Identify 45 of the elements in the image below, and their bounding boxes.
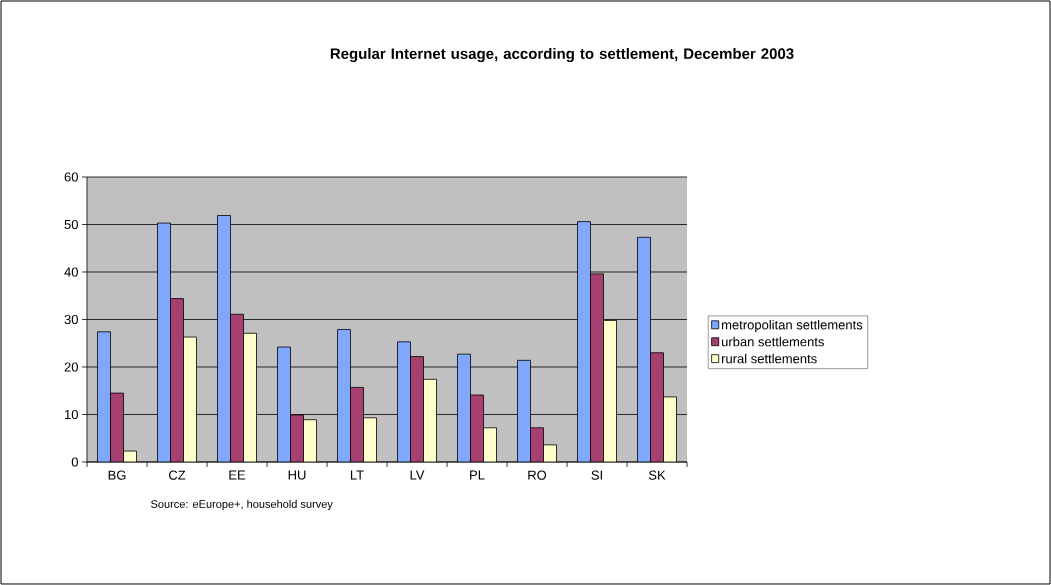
bar [363, 417, 377, 462]
bar [650, 352, 664, 462]
bar [577, 221, 591, 462]
legend-label: rural settlements [721, 353, 817, 364]
chart-title: Regular Internet usage, according to settlement, December 2003 [330, 47, 794, 63]
x-tick-label: PL [470, 470, 485, 480]
x-tick-label: SI [591, 470, 602, 480]
y-tick-label: 40 [64, 267, 78, 277]
y-tick-label: 10 [65, 409, 78, 420]
x-tick-label: LV [410, 470, 425, 480]
bar [97, 331, 111, 462]
bar [157, 222, 171, 462]
x-tick-label: RO [528, 470, 547, 480]
bar [397, 341, 411, 462]
bar [277, 346, 291, 462]
x-tick-label: BG [108, 470, 126, 480]
bar [603, 320, 617, 462]
y-tick-label: 20 [64, 362, 78, 372]
x-tick-label: LT [350, 470, 364, 480]
y-tick-label: 0 [71, 457, 78, 467]
bar [457, 353, 471, 462]
x-tick-label: CZ [169, 470, 186, 480]
y-tick-label: 30 [64, 314, 78, 325]
y-tick-label: 50 [64, 219, 78, 230]
x-tick-label: SK [648, 470, 666, 480]
bar [470, 394, 484, 462]
bar [410, 356, 424, 462]
bar [590, 273, 604, 462]
bar [217, 215, 231, 462]
bar [170, 298, 184, 462]
bar [517, 359, 531, 462]
bar [637, 236, 651, 462]
bar [243, 332, 257, 462]
y-tick-label: 60 [64, 172, 78, 182]
bar [423, 378, 437, 462]
bar [183, 336, 197, 462]
legend-label: urban settlements [721, 336, 824, 347]
bar [337, 329, 351, 462]
bar [110, 392, 124, 462]
legend-label: metropolitan settlements [721, 319, 863, 333]
bar [350, 387, 364, 462]
x-tick-label: HU [288, 470, 306, 480]
x-tick-label: EE [229, 470, 246, 480]
bar [230, 313, 244, 462]
source-note: Source: eEurope+, household survey [151, 499, 333, 511]
